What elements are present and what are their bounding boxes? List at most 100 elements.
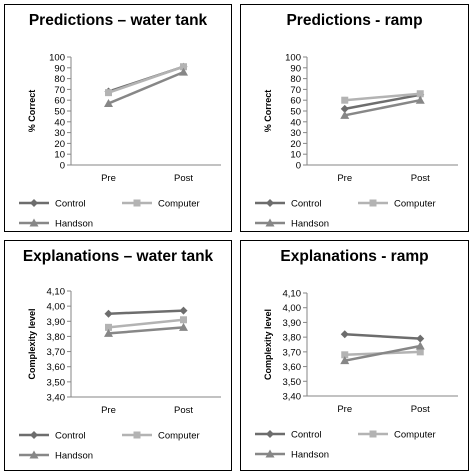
y-tick-label: 4,00	[283, 303, 302, 314]
series-line-handson	[108, 326, 184, 335]
chart-panel-predictions-ramp: Predictions - ramp 0 10 20 30 40 50 60 70 80 90 100…	[240, 4, 469, 232]
legend-marker-control	[30, 431, 38, 439]
chart-title: Explanations – water tank	[23, 248, 214, 265]
data-point-computer	[180, 63, 187, 71]
legend-marker-computer	[369, 430, 377, 438]
series-line-control	[344, 332, 421, 340]
data-point-control	[416, 334, 425, 343]
data-point-computer	[105, 89, 112, 97]
chart-title: Explanations - ramp	[280, 248, 428, 265]
y-tick-label: 40	[54, 117, 65, 128]
series-line-computer	[108, 65, 184, 94]
y-tick-label: 20	[290, 139, 301, 150]
data-point-computer	[105, 323, 112, 331]
series-line-control	[108, 309, 184, 315]
y-axis-label: % Correct	[263, 90, 273, 133]
data-point-control	[340, 104, 349, 113]
data-point-handson	[104, 98, 113, 107]
legend-marker-handson	[29, 450, 39, 459]
y-tick-label: 3,50	[47, 377, 66, 388]
legend-label-control: Control	[55, 199, 86, 210]
legend-label-computer: Computer	[158, 199, 200, 210]
x-tick-label: Post	[174, 173, 193, 184]
data-point-control	[104, 309, 113, 318]
legend-marker-handson	[265, 449, 275, 458]
chart-title: Predictions - ramp	[286, 12, 422, 29]
data-point-computer	[416, 90, 424, 98]
y-axis-label: % Correct	[27, 90, 37, 133]
chart-panel-predictions-water-tank: Predictions – water tank 0 10 20 30 40 50 60 70 8…	[4, 4, 232, 232]
chart-panel-explanations-ramp: Explanations - ramp 3,40 3,50 3,60 3,70 3,80 3…	[240, 240, 469, 471]
series-line-handson	[344, 98, 421, 117]
y-tick-label: 50	[54, 107, 65, 118]
y-tick-label: 60	[290, 96, 301, 107]
legend-label-computer: Computer	[394, 430, 436, 441]
y-tick-label: 80	[54, 74, 65, 85]
y-axis-label: Complexity level	[263, 309, 273, 380]
chart-svg: Explanations - ramp 3,40 3,50 3,60 3,70 3,80 3…	[255, 248, 458, 461]
legend-marker-control	[266, 430, 274, 438]
data-point-handson	[340, 356, 350, 365]
legend-marker-handson	[29, 218, 39, 227]
y-tick-label: 10	[290, 150, 301, 161]
y-tick-label: 0	[60, 161, 65, 172]
x-tick-label: Pre	[101, 173, 116, 184]
legend-marker-computer	[133, 199, 141, 207]
data-point-computer	[180, 316, 187, 324]
legend-label-handson: Handson	[291, 219, 329, 230]
data-point-handson	[340, 110, 350, 119]
y-tick-label: 20	[54, 139, 65, 150]
y-tick-label: 3,60	[47, 362, 66, 373]
data-point-handson	[415, 95, 425, 104]
x-tick-label: Post	[411, 404, 430, 415]
y-tick-label: 3,90	[47, 317, 66, 328]
y-tick-label: 10	[54, 150, 65, 161]
y-tick-label: 40	[290, 117, 301, 128]
x-tick-label: Pre	[337, 173, 352, 184]
series-line-handson	[108, 70, 184, 105]
y-tick-label: 3,70	[283, 347, 302, 358]
data-point-handson	[179, 322, 188, 331]
x-tick-label: Post	[174, 405, 193, 416]
y-tick-label: 100	[49, 53, 65, 64]
chart-title: Predictions – water tank	[29, 12, 208, 29]
data-point-control	[340, 330, 349, 339]
y-tick-label: 70	[54, 85, 65, 96]
chart-svg: Predictions - ramp 0102030405060708090100…	[255, 12, 458, 230]
y-tick-label: 4,10	[47, 287, 66, 298]
series-line-computer	[344, 92, 421, 102]
legend-label-control: Control	[291, 199, 322, 210]
legend-marker-control	[266, 199, 274, 207]
y-tick-label: 4,00	[47, 302, 66, 313]
legend-label-handson: Handson	[291, 450, 329, 461]
y-tick-label: 3,40	[47, 393, 66, 404]
legend-label-computer: Computer	[158, 431, 200, 442]
data-point-handson	[415, 341, 425, 350]
y-tick-label: 3,50	[283, 377, 302, 388]
x-tick-label: Pre	[337, 404, 352, 415]
y-tick-label: 80	[290, 74, 301, 85]
y-tick-label: 3,60	[283, 362, 302, 373]
y-tick-label: 3,70	[47, 347, 66, 358]
data-point-computer	[341, 96, 349, 104]
chart-svg: Explanations – water tank 3,40 3,50 3,60 3,7…	[19, 248, 221, 462]
data-point-handson	[179, 67, 188, 76]
y-axis-label: Complexity level	[27, 308, 37, 379]
y-tick-label: 3,80	[47, 332, 66, 343]
chart-panel-explanations-water-tank: Explanations – water tank 3,40 3,50 3,60 3,7…	[4, 240, 232, 471]
y-tick-label: 70	[290, 85, 301, 96]
data-point-computer	[341, 351, 349, 359]
legend-label-handson: Handson	[55, 219, 93, 230]
y-tick-label: 90	[54, 63, 65, 74]
y-tick-label: 30	[54, 128, 65, 139]
x-tick-label: Pre	[101, 405, 116, 416]
legend-label-handson: Handson	[55, 451, 93, 462]
y-tick-label: 30	[290, 128, 301, 139]
legend-marker-control	[30, 199, 38, 207]
y-tick-label: 100	[285, 53, 301, 64]
legend-marker-computer	[133, 431, 141, 439]
series-line-computer	[108, 318, 184, 329]
chart-svg: Predictions – water tank 0102030405060708…	[19, 12, 221, 230]
y-tick-label: 4,10	[283, 289, 302, 300]
data-point-computer	[416, 348, 424, 356]
